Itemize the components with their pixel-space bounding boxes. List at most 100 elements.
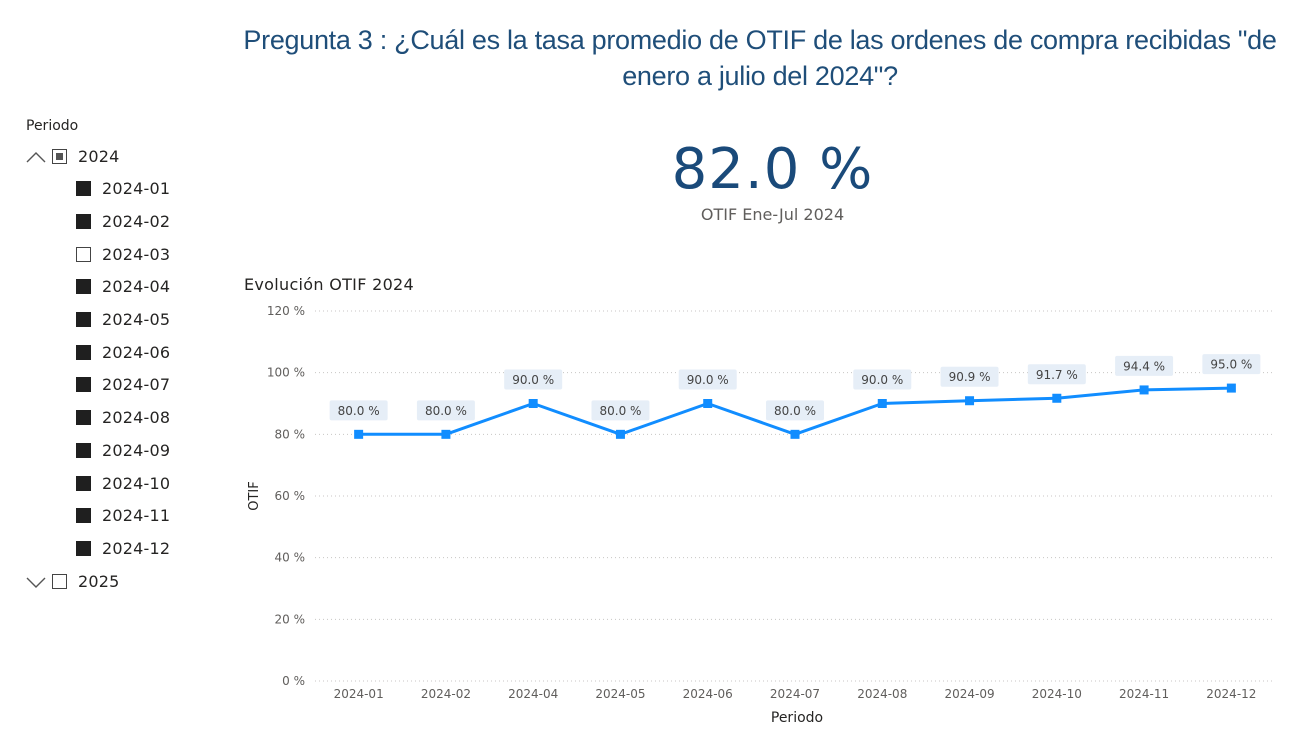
slicer-group-label: 2025 — [78, 571, 120, 591]
slicer-item-2024-01[interactable]: 2024-01 — [76, 178, 170, 200]
slicer-item-label: 2024-07 — [102, 375, 171, 395]
data-label-bg — [1027, 364, 1086, 385]
data-label: 90.9 % — [940, 366, 999, 387]
data-label-bg — [1202, 354, 1261, 375]
x-tick-label: 2024-01 — [334, 687, 384, 701]
data-point — [354, 429, 364, 439]
checkbox[interactable] — [76, 540, 91, 556]
slicer-item-label: 2024-04 — [102, 277, 171, 297]
y-tick-label: 60 % — [275, 489, 306, 503]
otif-line-chart: 0 % 20 % 40 % 60 % 80 % 100 % 120 % 2024-01 2024… — [247, 304, 1275, 726]
slicer-item-label: 2024-05 — [102, 310, 171, 329]
data-label-bg — [504, 369, 563, 390]
checkbox[interactable] — [76, 475, 91, 491]
x-tick-label: 2024-02 — [421, 687, 471, 701]
slicer-item-2024-10[interactable]: 2024-10 — [76, 472, 170, 494]
checkbox[interactable] — [76, 508, 91, 524]
data-label-bg — [416, 400, 475, 421]
checkbox[interactable] — [52, 573, 67, 589]
slicer-item-label: 2024-10 — [102, 473, 171, 493]
slicer-item-2024-09[interactable]: 2024-09 — [76, 439, 170, 461]
x-tick-label: 2024-05 — [595, 687, 645, 701]
data-point — [877, 399, 887, 408]
data-point — [528, 399, 538, 408]
checkbox[interactable] — [76, 213, 91, 229]
x-tick-label: 2024-12 — [1206, 687, 1256, 701]
data-point — [1139, 385, 1149, 395]
data-label-bg — [678, 369, 737, 390]
periodo-slicer: Periodo 2024 2024-01 2024-02 2024-03 2024-04… — [26, 118, 226, 591]
data-label-text: 95.0 % — [1210, 358, 1252, 372]
slicer-item-label: 2024-03 — [102, 244, 171, 264]
data-point — [1226, 383, 1236, 393]
slicer-item-label: 2024-11 — [102, 506, 171, 526]
checkbox[interactable] — [76, 377, 91, 393]
slicer-group-2024[interactable]: 2024 — [26, 145, 120, 167]
x-tick-label: 2024-08 — [857, 687, 907, 701]
data-label-text: 90.0 % — [512, 373, 554, 387]
x-tick-label: 2024-11 — [1119, 687, 1169, 701]
chevron-down-icon[interactable] — [26, 574, 46, 589]
slicer-item-label: 2024-06 — [102, 342, 171, 362]
slicer-item-2024-04[interactable]: 2024-04 — [76, 276, 170, 298]
data-label-bg — [1115, 355, 1174, 376]
data-point — [790, 429, 800, 439]
data-label-bg — [766, 400, 824, 421]
checkbox[interactable] — [76, 279, 91, 295]
y-tick-label: 100 % — [267, 366, 305, 380]
data-label-text: 91.7 % — [1036, 368, 1078, 382]
chevron-up-icon[interactable] — [26, 149, 46, 163]
slicer-item-2024-12[interactable]: 2024-12 — [76, 537, 170, 559]
data-label: 80.0 % — [766, 400, 824, 421]
data-label: 95.0 % — [1202, 354, 1261, 375]
slicer-item-2024-06[interactable]: 2024-06 — [76, 341, 170, 363]
slicer-item-label: 2024-08 — [102, 408, 171, 428]
x-tick-label: 2024-06 — [683, 687, 733, 701]
chart-title: Evolución OTIF 2024 — [244, 275, 415, 294]
checkbox[interactable] — [76, 181, 91, 197]
data-label: 80.0 % — [416, 400, 475, 421]
slicer-item-2024-07[interactable]: 2024-07 — [76, 374, 170, 396]
slicer-group-label: 2024 — [78, 146, 120, 166]
slicer-item-label: 2024-12 — [102, 538, 171, 558]
x-axis-title: Periodo — [771, 710, 823, 726]
page-title: Pregunta 3 : ¿Cuál es la tasa promedio d… — [243, 25, 1277, 91]
data-label: 80.0 % — [329, 400, 388, 421]
slicer-item-2024-05[interactable]: 2024-05 — [76, 309, 170, 331]
kpi-value: 82.0 % — [671, 137, 874, 202]
y-tick-label: 120 % — [267, 304, 305, 318]
slicer-item-2024-02[interactable]: 2024-02 — [76, 210, 170, 232]
checkbox[interactable] — [76, 344, 91, 360]
checkbox[interactable] — [76, 312, 91, 327]
data-label-text: 94.4 % — [1123, 359, 1165, 373]
data-label-text: 90.0 % — [687, 373, 729, 387]
checkbox[interactable] — [76, 246, 91, 262]
data-label-text: 80.0 % — [338, 404, 380, 418]
slicer-group-2025[interactable]: 2025 — [26, 570, 120, 592]
data-label-text: 90.0 % — [861, 373, 903, 387]
x-tick-label: 2024-07 — [770, 687, 820, 701]
data-label-bg — [591, 400, 650, 421]
data-label-bg — [940, 366, 999, 387]
x-tick-label: 2024-09 — [944, 687, 994, 701]
checkbox[interactable] — [76, 410, 91, 426]
kpi-label: OTIF Ene-Jul 2024 — [700, 205, 845, 224]
y-tick-label: 0 % — [282, 674, 305, 688]
checkbox[interactable] — [52, 148, 67, 164]
x-tick-label: 2024-04 — [508, 687, 558, 701]
slicer-header: Periodo — [26, 118, 79, 134]
x-tick-label: 2024-10 — [1032, 687, 1082, 701]
checkbox[interactable] — [76, 442, 91, 458]
data-label-text: 80.0 % — [774, 404, 816, 418]
slicer-item-label: 2024-01 — [102, 179, 171, 199]
y-tick-label: 20 % — [275, 612, 306, 626]
slicer-item-label: 2024-02 — [102, 211, 171, 231]
slicer-item-2024-03[interactable]: 2024-03 — [76, 243, 170, 265]
slicer-item-2024-08[interactable]: 2024-08 — [76, 407, 170, 429]
data-point — [615, 429, 625, 439]
data-label: 90.0 % — [678, 369, 737, 390]
y-tick-label: 80 % — [275, 427, 306, 441]
data-label: 90.0 % — [504, 369, 563, 390]
slicer-item-2024-11[interactable]: 2024-11 — [76, 505, 170, 527]
data-point — [441, 429, 451, 439]
